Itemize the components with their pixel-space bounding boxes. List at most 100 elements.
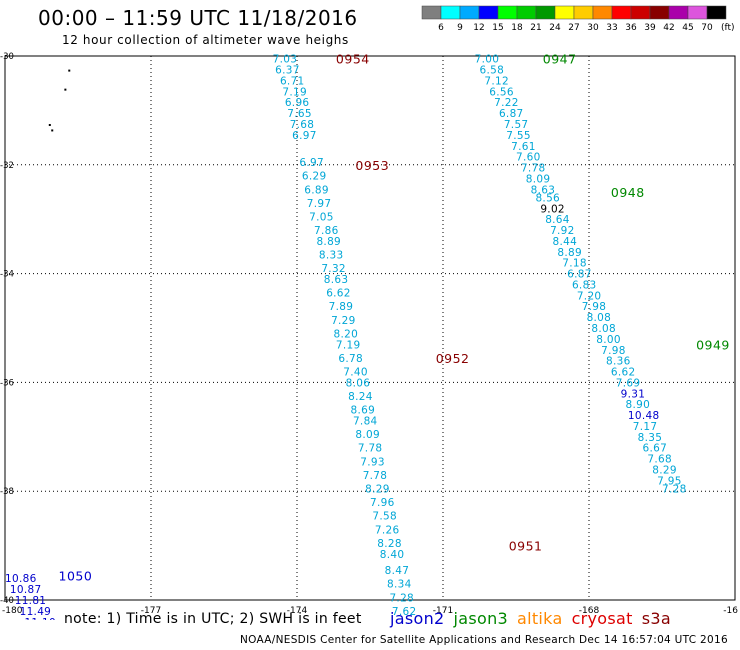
wave-height-value: 8.09 [526,173,551,185]
wave-height-value: 7.86 [314,225,339,237]
wave-height-value: 10.87 [10,584,42,596]
latitude-tick-label: -34 [0,270,14,280]
wave-height-value: 10.86 [5,573,37,585]
wave-height-legend: 6 9 12 15 18 21 24 27 30 33 36 39 42 45 70 (ft) [421,5,735,33]
wave-height-value: 8.47 [385,565,410,577]
wave-height-value: 6.83 [572,279,597,291]
wave-height-value: 8.00 [596,334,621,346]
legend-unit: (ft) [721,23,735,33]
wave-height-value: 8.36 [606,356,631,368]
wave-height-value: 7.68 [647,454,672,466]
wave-height-value: 7.96 [370,497,395,509]
legend-tick-label: 33 [606,23,617,33]
legend-tick-label: 15 [492,23,503,33]
legend-tick-label: 27 [568,23,579,33]
wave-height-value: 7.68 [290,119,315,131]
satellite-key: jason2 jason3 altika cryosat s3a [390,609,680,628]
wave-height-value: 7.20 [577,290,602,302]
wave-height-value: 6.96 [285,97,310,109]
longitude-tick-label: -16 [723,606,738,616]
legend-tick-label: 70 [701,23,713,33]
wave-height-value: 7.28 [662,483,687,495]
wave-height-value: 7.18 [562,258,587,270]
wave-height-value: 8.28 [377,538,402,550]
legend-tick-label: 45 [682,23,693,33]
longitude-tick-label: -177 [141,606,161,616]
wave-height-value: 7.92 [550,225,575,237]
pass-time-label: 1050 [59,569,93,584]
wave-height-value: 6.89 [304,184,329,196]
wave-height-value: 8.69 [351,405,376,417]
wave-height-value: 8.35 [638,432,663,444]
wave-height-value: 7.69 [616,377,641,389]
wave-height-value: 7.19 [282,86,307,98]
wave-height-value: 6.78 [338,353,363,365]
wave-height-value: 8.33 [319,250,344,262]
latitude-tick-label: -32 [0,161,14,171]
map-frame [4,55,736,601]
satellite-label-altika: altika [517,609,563,628]
land-dot [51,129,54,132]
wave-height-value: 7.58 [372,511,397,523]
legend-tick-label: 39 [644,23,656,33]
wave-height-value: 7.84 [353,415,378,427]
wave-height-value: 7.12 [484,75,509,87]
legend-tick-label: 36 [625,23,637,33]
wave-height-value: 7.60 [516,152,541,164]
footer-credit: NOAA/NESDIS Center for Satellite Applica… [240,634,728,646]
wave-height-value: 8.90 [626,399,651,411]
wave-height-value: 8.09 [355,429,380,441]
wave-height-value: 6.87 [499,108,524,120]
wave-height-value: 7.32 [321,263,346,275]
land-dot [48,124,51,126]
legend-tick-label: 42 [663,23,674,33]
wave-height-value: 8.44 [553,236,578,248]
wave-height-value: 8.89 [316,236,341,248]
latitude-tick-label: -30 [0,52,14,62]
latitude-tick-label: -40 [0,596,14,606]
wave-height-map: -180 -177 -174 -171 -168 -16 -30 -32 -34 -36 -38 -4… [0,52,738,620]
wave-height-value: 7.40 [343,367,368,379]
legend-tick-label: 9 [457,23,463,33]
wave-height-value: 7.28 [389,592,414,604]
wave-height-value: 6.62 [611,367,636,379]
wave-height-value: 7.55 [506,130,531,142]
wave-height-value: 7.03 [273,54,298,66]
wave-height-value: 10.48 [628,410,660,422]
wave-height-value: 8.08 [591,323,616,335]
wave-height-value: 7.22 [494,97,519,109]
legend-tick-label: 18 [511,23,523,33]
wave-height-value: 7.17 [633,421,658,433]
wave-height-value: 8.06 [346,377,371,389]
wave-height-value: 7.61 [511,141,536,153]
legend-tick-label: 24 [549,23,561,33]
wave-height-value: 7.98 [601,345,626,357]
longitude-tick-label: -174 [287,606,308,616]
wave-height-value: 7.65 [287,108,312,120]
legend-swatch [706,5,727,20]
wave-height-value: 7.29 [331,315,356,327]
footer-note: note: 1) Time is in UTC; 2) SWH is in fe… [64,611,362,627]
wave-height-value: 8.63 [324,274,349,286]
wave-height-value: 7.78 [521,163,546,175]
wave-height-value: 8.29 [365,483,390,495]
wave-height-value: 6.58 [480,65,505,77]
wave-height-value: 8.63 [531,184,556,196]
wave-height-value: 7.00 [475,54,500,66]
longitude-tick-label: -168 [579,606,600,616]
pass-time-label: 0954 [336,52,370,67]
wave-height-value: 8.29 [652,464,677,476]
wave-height-value: 6.87 [567,269,592,281]
wave-height-value: 11.81 [15,595,47,607]
wave-height-value: 11.49 [20,606,52,618]
wave-height-value: 6.67 [643,443,668,455]
land-dot [64,88,67,91]
satellite-label-s3a: s3a [641,609,671,628]
wave-height-value: 7.95 [657,475,682,487]
wave-height-value: 8.56 [535,192,560,204]
wave-height-value: 6.37 [275,65,300,77]
legend-tick-label: 30 [587,23,599,33]
pass-time-label: 0949 [696,337,730,352]
wave-height-value: 6.62 [326,288,351,300]
